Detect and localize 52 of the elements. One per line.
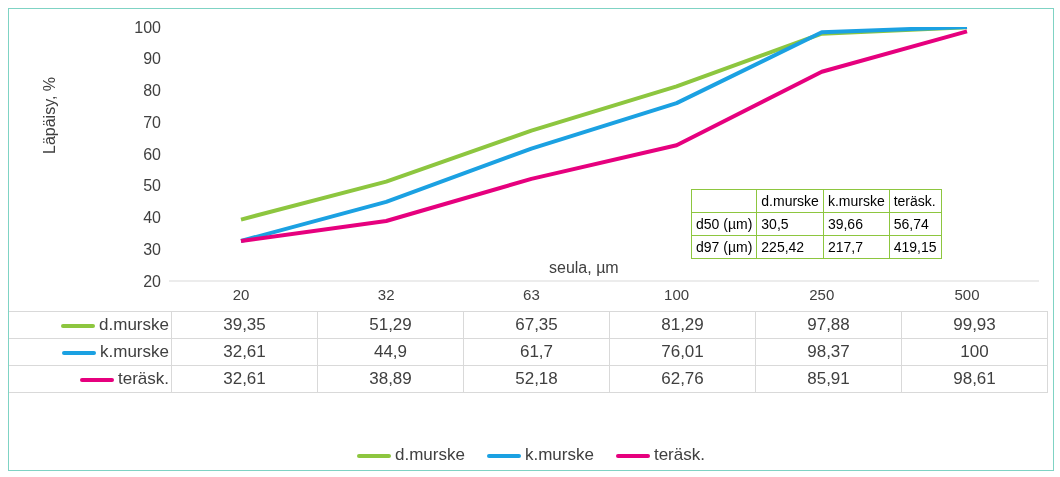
annotation: 56,74 bbox=[889, 212, 942, 236]
y-tick-label: 70 bbox=[143, 113, 162, 131]
data-label: 62,76 bbox=[609, 365, 756, 393]
annotation: 30,5 bbox=[756, 212, 824, 236]
y-tick-label: 40 bbox=[143, 209, 162, 227]
annotation: 39,66 bbox=[823, 212, 890, 236]
x-tick-label: 500 bbox=[954, 285, 980, 303]
data-label: 85,91 bbox=[755, 365, 902, 393]
data-label: 32,61 bbox=[171, 338, 318, 366]
text: d.murske bbox=[395, 445, 465, 464]
data-label: 76,01 bbox=[609, 338, 756, 366]
x-tick-label: 250 bbox=[809, 285, 835, 303]
y-tick-label: 50 bbox=[143, 177, 162, 195]
y-tick-label: 20 bbox=[143, 272, 162, 290]
y-tick-label: 60 bbox=[143, 145, 162, 163]
data-label: 97,88 bbox=[755, 311, 902, 339]
legend-label: d.murske bbox=[756, 189, 824, 213]
x-axis-title: seula, µm bbox=[549, 259, 619, 277]
data-label: 32,61 bbox=[171, 365, 318, 393]
text: k.murske bbox=[524, 445, 594, 464]
annotation: d50 (µm) bbox=[691, 212, 757, 236]
data-label: 98,37 bbox=[755, 338, 902, 366]
data-label: 51,29 bbox=[317, 311, 464, 339]
data-label: 98,61 bbox=[901, 365, 1048, 393]
legend-label: k.murske bbox=[9, 338, 172, 366]
data-label: 81,29 bbox=[609, 311, 756, 339]
legend-label: teräsk. bbox=[9, 365, 172, 393]
text: teräsk. bbox=[893, 193, 936, 209]
text: d.murske bbox=[99, 315, 169, 334]
data-label: 100 bbox=[901, 338, 1048, 366]
data-label: 52,18 bbox=[463, 365, 610, 393]
data-label: 61,7 bbox=[463, 338, 610, 366]
text: teräsk. bbox=[653, 445, 705, 464]
y-axis-title: Läpäisy, % bbox=[40, 76, 58, 154]
data-label: 39,35 bbox=[171, 311, 318, 339]
x-tick-label: 63 bbox=[523, 285, 540, 303]
annotation: 225,42 bbox=[756, 235, 824, 259]
annotation: 217,7 bbox=[823, 235, 890, 259]
annotation: 419,15 bbox=[889, 235, 942, 259]
y-tick-label: 100 bbox=[134, 18, 162, 36]
data-label: 38,89 bbox=[317, 365, 464, 393]
x-tick-label: 100 bbox=[664, 285, 690, 303]
y-tick-label: 90 bbox=[143, 50, 162, 68]
y-tick-label: 30 bbox=[143, 240, 162, 258]
data-label: 67,35 bbox=[463, 311, 610, 339]
y-tick-label: 80 bbox=[143, 82, 162, 100]
x-tick-label: 20 bbox=[232, 285, 250, 303]
data-label: 99,93 bbox=[901, 311, 1048, 339]
annotation: d97 (µm) bbox=[691, 235, 757, 259]
x-tick-label: 32 bbox=[377, 285, 395, 303]
text: k.murske bbox=[827, 193, 885, 209]
data-label: 44,9 bbox=[317, 338, 464, 366]
